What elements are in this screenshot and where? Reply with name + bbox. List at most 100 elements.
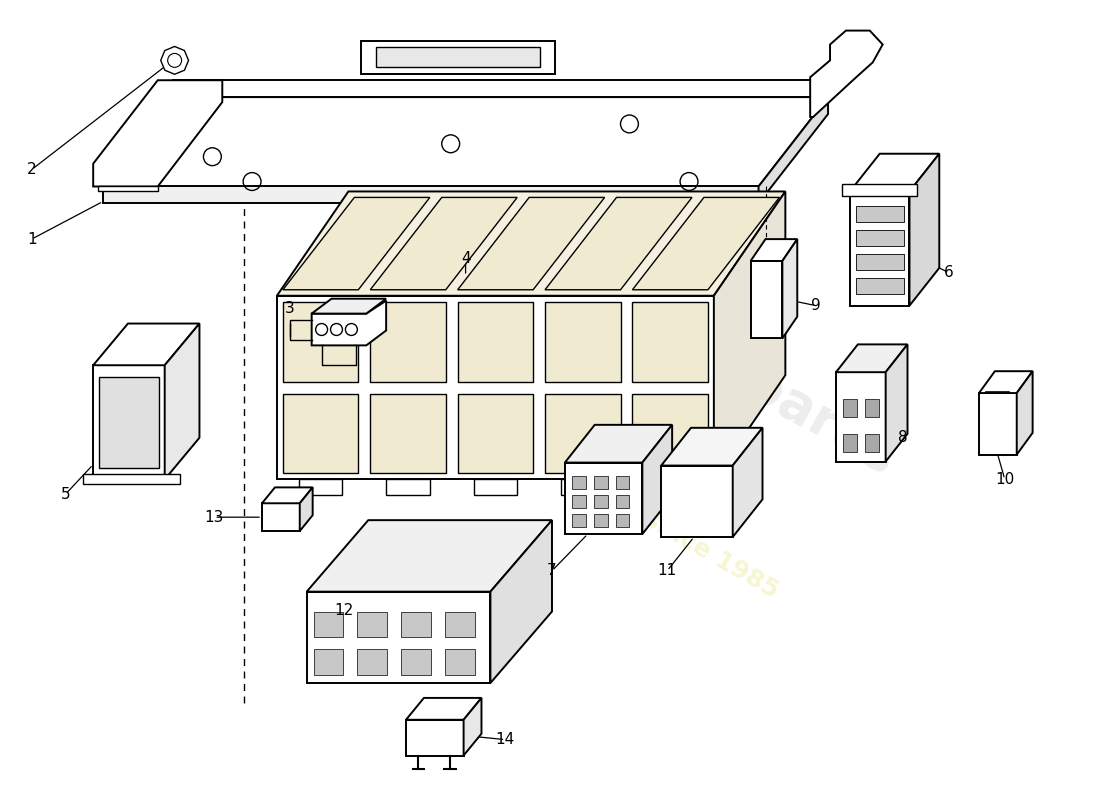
Bar	[616, 514, 629, 527]
Bar	[444, 650, 474, 675]
Polygon shape	[632, 198, 780, 290]
Polygon shape	[463, 698, 482, 755]
Polygon shape	[299, 487, 312, 531]
Bar	[865, 399, 879, 417]
Polygon shape	[165, 323, 199, 479]
Bar	[856, 206, 903, 222]
Polygon shape	[99, 377, 158, 467]
Polygon shape	[103, 97, 828, 186]
Polygon shape	[782, 239, 797, 338]
Text: 1: 1	[26, 232, 36, 246]
Bar	[843, 399, 857, 417]
Polygon shape	[473, 479, 517, 495]
Bar	[314, 650, 343, 675]
Polygon shape	[386, 479, 430, 495]
Bar	[358, 611, 387, 638]
Bar	[594, 495, 607, 508]
Polygon shape	[371, 394, 446, 474]
Polygon shape	[277, 296, 714, 479]
Polygon shape	[842, 183, 917, 197]
Polygon shape	[661, 428, 762, 466]
Text: 3: 3	[285, 301, 295, 316]
Polygon shape	[458, 394, 534, 474]
Polygon shape	[94, 323, 199, 366]
Text: 5: 5	[60, 487, 70, 502]
Text: 10: 10	[996, 472, 1014, 487]
Polygon shape	[733, 428, 762, 537]
Polygon shape	[661, 466, 733, 537]
Polygon shape	[173, 80, 828, 97]
Polygon shape	[811, 30, 882, 117]
Text: 7: 7	[547, 563, 557, 578]
Bar	[594, 514, 607, 527]
Polygon shape	[458, 302, 534, 382]
Polygon shape	[371, 302, 446, 382]
Bar	[843, 434, 857, 452]
Polygon shape	[376, 47, 540, 67]
Polygon shape	[311, 301, 386, 346]
Polygon shape	[458, 198, 605, 290]
Polygon shape	[561, 479, 605, 495]
Bar	[444, 611, 474, 638]
Bar	[594, 477, 607, 490]
Polygon shape	[850, 191, 910, 306]
Polygon shape	[299, 479, 342, 495]
Text: 13: 13	[205, 510, 224, 525]
Bar	[572, 477, 585, 490]
Polygon shape	[632, 302, 708, 382]
Polygon shape	[642, 425, 672, 534]
Bar	[402, 611, 431, 638]
Polygon shape	[283, 302, 359, 382]
Polygon shape	[565, 462, 642, 534]
Bar	[616, 495, 629, 508]
Polygon shape	[307, 592, 491, 683]
Polygon shape	[94, 80, 222, 186]
Polygon shape	[544, 394, 620, 474]
Polygon shape	[161, 46, 188, 74]
Text: 12: 12	[333, 603, 353, 618]
Bar	[358, 650, 387, 675]
Polygon shape	[886, 344, 907, 462]
Polygon shape	[750, 239, 798, 261]
Polygon shape	[544, 302, 620, 382]
Polygon shape	[759, 97, 828, 203]
Text: 8: 8	[898, 430, 907, 446]
Polygon shape	[262, 503, 299, 531]
Polygon shape	[979, 371, 1033, 393]
Polygon shape	[491, 520, 552, 683]
Polygon shape	[277, 191, 785, 296]
Polygon shape	[361, 41, 556, 74]
Polygon shape	[103, 186, 759, 203]
Polygon shape	[283, 394, 359, 474]
Polygon shape	[98, 186, 157, 191]
Bar	[616, 477, 629, 490]
Polygon shape	[632, 394, 708, 474]
Polygon shape	[750, 261, 782, 338]
Polygon shape	[262, 487, 312, 503]
Bar	[572, 495, 585, 508]
Polygon shape	[544, 198, 692, 290]
Polygon shape	[836, 372, 886, 462]
Polygon shape	[1016, 371, 1033, 454]
Polygon shape	[850, 154, 939, 191]
Bar	[856, 230, 903, 246]
Text: a passion since 1985: a passion since 1985	[516, 435, 783, 603]
Text: 6: 6	[944, 266, 954, 280]
Polygon shape	[94, 366, 165, 479]
Text: eurospares: eurospares	[592, 274, 905, 486]
Polygon shape	[307, 520, 552, 592]
Bar	[572, 514, 585, 527]
Text: 4: 4	[461, 251, 471, 266]
Polygon shape	[406, 698, 482, 720]
Bar	[314, 611, 343, 638]
Polygon shape	[648, 479, 692, 495]
Polygon shape	[828, 64, 848, 97]
Bar	[856, 254, 903, 270]
Bar	[402, 650, 431, 675]
Bar	[865, 434, 879, 452]
Text: 2: 2	[26, 162, 36, 177]
Polygon shape	[84, 474, 179, 485]
Bar	[856, 278, 903, 294]
Polygon shape	[836, 344, 908, 372]
Text: 11: 11	[658, 563, 676, 578]
